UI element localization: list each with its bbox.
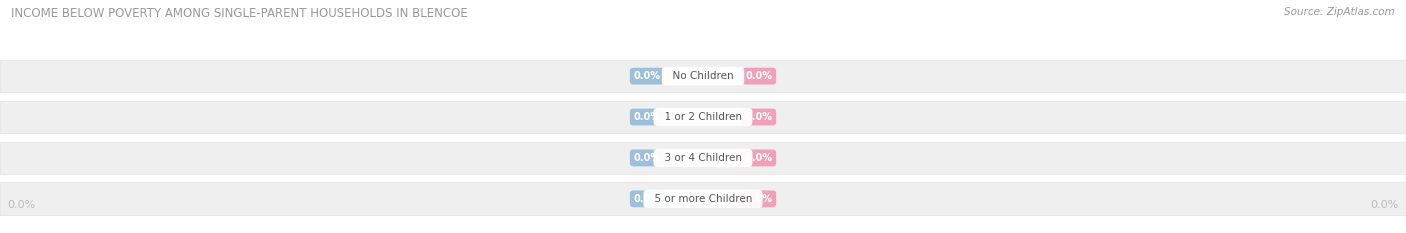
Text: No Children: No Children bbox=[666, 71, 740, 81]
Text: 0.0%: 0.0% bbox=[633, 194, 661, 204]
Text: 0.0%: 0.0% bbox=[745, 194, 773, 204]
Text: 0.0%: 0.0% bbox=[1371, 200, 1399, 210]
Text: 0.0%: 0.0% bbox=[7, 200, 35, 210]
Text: 0.0%: 0.0% bbox=[745, 71, 773, 81]
Bar bbox=[0, 142, 1406, 174]
Text: 0.0%: 0.0% bbox=[745, 112, 773, 122]
Text: Source: ZipAtlas.com: Source: ZipAtlas.com bbox=[1284, 7, 1395, 17]
Bar bbox=[0, 182, 1406, 215]
Text: 0.0%: 0.0% bbox=[633, 71, 661, 81]
Text: 0.0%: 0.0% bbox=[633, 112, 661, 122]
Text: 0.0%: 0.0% bbox=[633, 153, 661, 163]
Text: INCOME BELOW POVERTY AMONG SINGLE-PARENT HOUSEHOLDS IN BLENCOE: INCOME BELOW POVERTY AMONG SINGLE-PARENT… bbox=[11, 7, 468, 20]
Bar bbox=[0, 101, 1406, 133]
Bar bbox=[0, 60, 1406, 93]
Text: 1 or 2 Children: 1 or 2 Children bbox=[658, 112, 748, 122]
Text: 0.0%: 0.0% bbox=[745, 153, 773, 163]
Text: 3 or 4 Children: 3 or 4 Children bbox=[658, 153, 748, 163]
Text: 5 or more Children: 5 or more Children bbox=[648, 194, 758, 204]
